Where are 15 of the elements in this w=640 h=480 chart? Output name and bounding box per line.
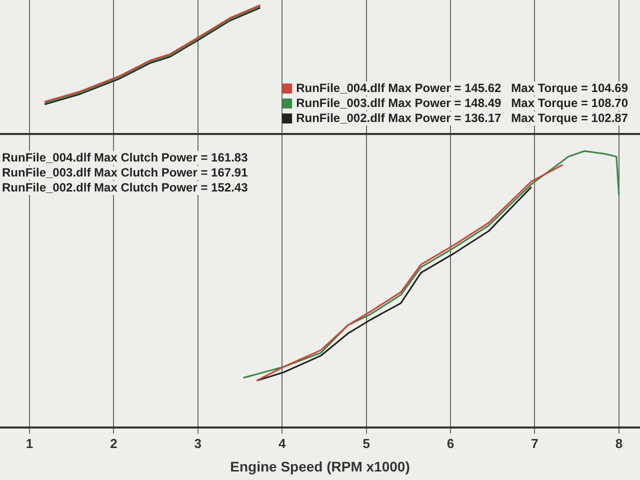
x-tick-label: 7 <box>531 436 538 451</box>
x-tick-label: 1 <box>26 436 34 451</box>
annotation: RunFile_003.dlf Max Clutch Power = 167.91 <box>2 165 248 180</box>
x-tick-label: 5 <box>362 436 370 451</box>
x-tick-label: 8 <box>615 436 623 451</box>
legend-label: RunFile_003.dlf Max Power = 148.49 Max Torque = 108.70 <box>296 96 628 110</box>
x-tick-label: 6 <box>446 436 454 451</box>
x-tick-label: 3 <box>194 436 202 451</box>
annotation: RunFile_002.dlf Max Clutch Power = 152.43 <box>2 180 248 194</box>
x-axis-title: Engine Speed (RPM x1000) <box>230 458 410 474</box>
x-tick-label: 4 <box>278 436 286 451</box>
annotation: RunFile_004.dlf Max Clutch Power = 161.83 <box>2 150 248 164</box>
x-tick-label: 2 <box>110 436 118 451</box>
legend-label: RunFile_004.dlf Max Power = 145.62 Max Torque = 104.69 <box>296 80 628 95</box>
legend-label: RunFile_002.dlf Max Power = 136.17 Max Torque = 102.87 <box>296 110 628 125</box>
